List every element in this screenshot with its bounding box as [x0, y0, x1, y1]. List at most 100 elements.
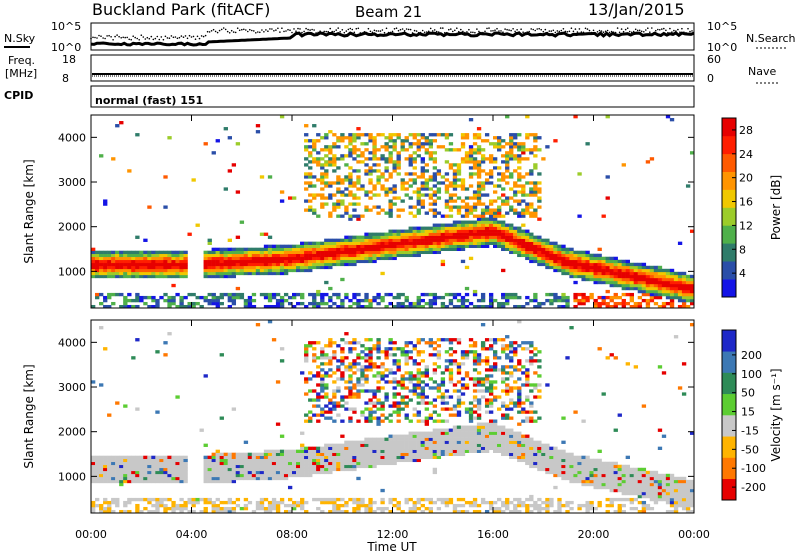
- heatmap-cell: [497, 497, 502, 502]
- heatmap-cell: [521, 142, 526, 146]
- heatmap-cell: [529, 133, 534, 137]
- heatmap-cell: [452, 235, 458, 239]
- heatmap-cell: [243, 440, 249, 444]
- heatmap-cell: [493, 365, 498, 369]
- heatmap-cell: [488, 232, 494, 236]
- heatmap-cell: [332, 461, 337, 466]
- heatmap-cell: [227, 238, 232, 242]
- heatmap-cell: [541, 256, 546, 261]
- heatmap-cell: [344, 208, 349, 212]
- colorbar-tick-label: 16: [739, 196, 753, 209]
- heatmap-cell: [328, 250, 333, 255]
- heatmap-cell: [436, 172, 442, 176]
- heatmap-cell: [99, 271, 104, 276]
- heatmap-cell: [396, 163, 401, 167]
- heatmap-cell: [211, 500, 216, 505]
- heatmap-cell: [432, 235, 438, 239]
- heatmap-cell: [408, 506, 413, 511]
- heatmap-cell: [392, 163, 397, 167]
- noise-search-point: [132, 35, 134, 37]
- noise-search-point: [311, 28, 313, 31]
- heatmap-cell: [147, 265, 152, 270]
- heatmap-cell: [589, 292, 594, 297]
- heatmap-cell: [356, 476, 361, 481]
- heatmap-cell: [360, 298, 365, 303]
- heatmap-cell: [408, 241, 413, 245]
- noise-search-point: [144, 38, 147, 40]
- heatmap-cell: [505, 166, 510, 170]
- heatmap-cell: [460, 431, 466, 435]
- heatmap-cell: [316, 413, 321, 417]
- heatmap-cell: [649, 280, 655, 285]
- heatmap-cell: [344, 247, 349, 252]
- heatmap-cell: [501, 449, 506, 453]
- heatmap-cell: [376, 235, 381, 239]
- heatmap-cell: [412, 160, 417, 164]
- noise-search-point: [502, 31, 504, 33]
- heatmap-cell: [408, 350, 413, 354]
- heatmap-cell: [637, 295, 643, 300]
- heatmap-cell: [171, 458, 176, 463]
- heatmap-cell: [227, 298, 232, 303]
- heatmap-cell: [617, 277, 622, 282]
- heatmap-cell: [364, 407, 369, 411]
- heatmap-cell: [517, 404, 522, 408]
- heatmap-cell: [275, 259, 281, 264]
- heatmap-cell: [497, 395, 502, 399]
- heatmap-cell: [629, 280, 634, 285]
- heatmap-cell: [227, 452, 232, 457]
- heatmap-cell: [440, 301, 446, 306]
- heatmap-cell: [340, 509, 345, 514]
- heatmap-cell: [557, 244, 562, 248]
- heatmap-cell: [400, 142, 405, 146]
- heatmap-cell: [219, 262, 224, 267]
- noise-search-point: [578, 28, 581, 30]
- heatmap-cell: [577, 292, 582, 297]
- heatmap-cell: [392, 452, 397, 457]
- heatmap-cell: [191, 500, 196, 505]
- heatmap-cell: [633, 274, 639, 279]
- heatmap-cell: [159, 458, 164, 463]
- heatmap-cell: [456, 503, 462, 508]
- heatmap-cell: [207, 467, 212, 472]
- heatmap-cell: [368, 359, 373, 363]
- heatmap-cell: [404, 362, 409, 366]
- heatmap-cell: [239, 455, 245, 460]
- noise-search-point: [679, 31, 681, 33]
- heatmap-cell: [505, 371, 510, 375]
- heatmap-cell: [320, 136, 325, 140]
- heatmap-cell: [404, 386, 409, 390]
- heatmap-cell: [175, 506, 180, 511]
- heatmap-cell: [243, 271, 249, 276]
- heatmap-cell: [472, 350, 478, 354]
- heatmap-cell: [119, 250, 124, 255]
- heatmap-cell: [501, 199, 506, 203]
- heatmap-cell: [460, 428, 466, 432]
- heatmap-cell: [669, 292, 675, 297]
- heatmap-cell: [424, 232, 429, 236]
- heatmap-cell: [384, 440, 389, 444]
- heatmap-cell: [505, 506, 510, 511]
- heatmap-cell: [412, 253, 417, 258]
- heatmap-cell: [275, 467, 281, 472]
- heatmap-cell: [247, 265, 253, 270]
- heatmap-cell: [533, 235, 538, 239]
- heatmap-cell: [163, 476, 168, 481]
- heatmap-cell: [416, 190, 421, 194]
- heatmap-cell: [368, 247, 373, 252]
- heatmap-cell: [320, 253, 325, 258]
- heatmap-cell: [452, 425, 458, 429]
- heatmap-cell: [685, 298, 691, 303]
- noise-search-point: [212, 28, 215, 31]
- heatmap-cell: [283, 455, 289, 460]
- heatmap-cell: [432, 241, 438, 245]
- heatmap-cell: [320, 509, 325, 514]
- heatmap-cell: [505, 428, 510, 432]
- heatmap-cell: [476, 383, 482, 387]
- heatmap-cell: [364, 298, 369, 303]
- heatmap-cell: [103, 202, 108, 206]
- heatmap-cell: [420, 386, 425, 390]
- heatmap-cell: [292, 295, 297, 300]
- heatmap-cell: [324, 455, 329, 460]
- heatmap-cell: [392, 202, 397, 206]
